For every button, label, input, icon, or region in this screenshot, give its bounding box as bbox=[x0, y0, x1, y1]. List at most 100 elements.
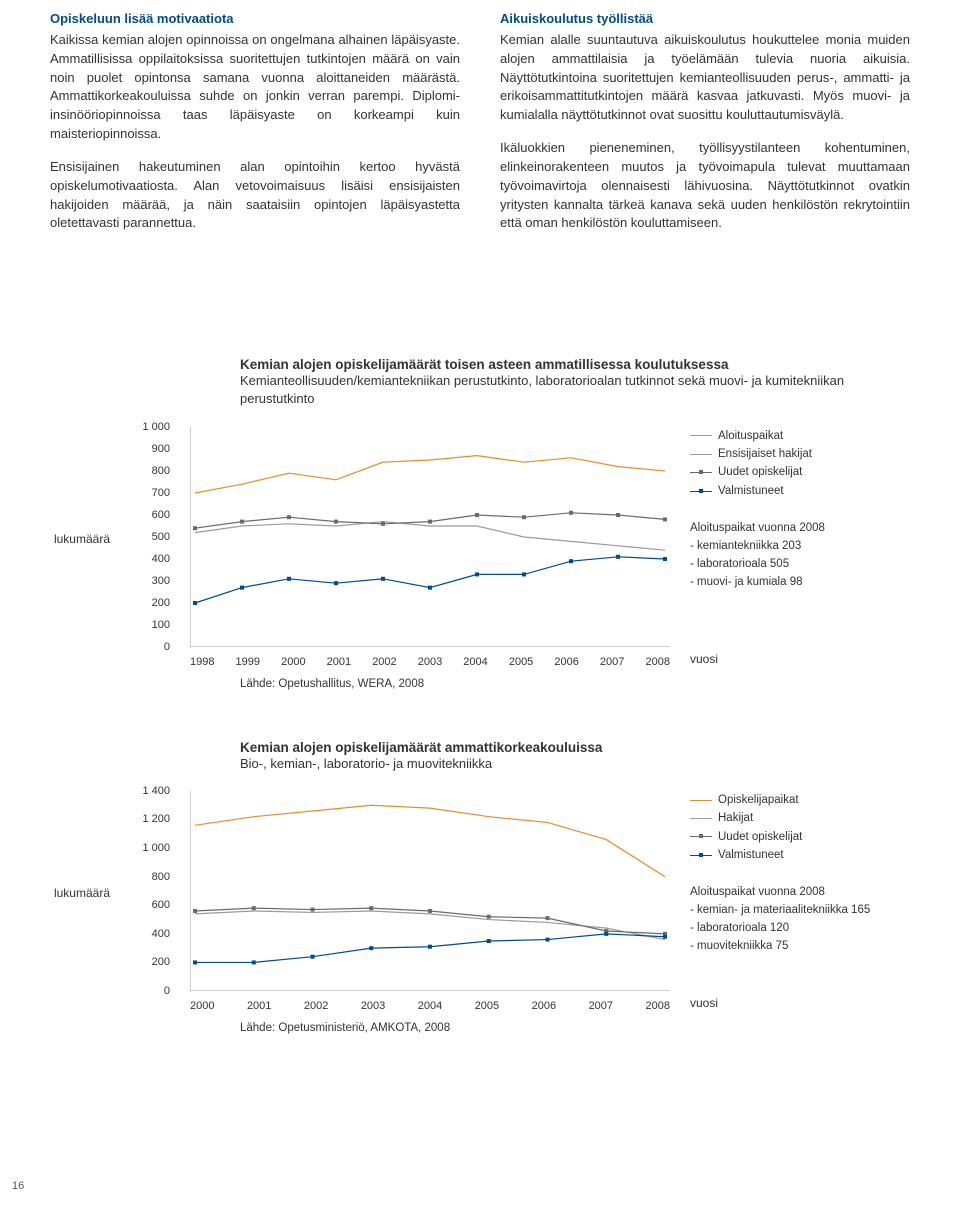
chart-1-info-line: - kemiantekniikka 203 bbox=[690, 538, 910, 556]
chart-2-legend: OpiskelijapaikatHakijatUudet opiskelijat… bbox=[690, 791, 910, 865]
ytick-label: 800 bbox=[152, 465, 170, 477]
xtick-label: 2008 bbox=[646, 1000, 670, 1012]
chart-1-section: Kemian alojen opiskelijamäärät toisen as… bbox=[50, 357, 910, 689]
ytick-label: 400 bbox=[152, 928, 170, 940]
xtick-label: 2005 bbox=[509, 656, 533, 668]
legend-label: Uudet opiskelijat bbox=[718, 828, 802, 846]
text-columns: Opiskeluun lisää motivaatiota Kaikissa k… bbox=[50, 10, 910, 247]
left-heading: Opiskeluun lisää motivaatiota bbox=[50, 10, 460, 29]
chart-2-info-line: - laboratorioala 120 bbox=[690, 920, 910, 938]
legend-entry: Opiskelijapaikat bbox=[690, 791, 910, 809]
xtick-label: 2003 bbox=[418, 656, 442, 668]
xtick-label: 2002 bbox=[304, 1000, 328, 1012]
legend-label: Valmistuneet bbox=[718, 846, 784, 864]
chart-2-section: Kemian alojen opiskelijamäärät ammattiko… bbox=[50, 740, 910, 1034]
ytick-label: 600 bbox=[152, 509, 170, 521]
chart-1-info-line: - muovi- ja kumiala 98 bbox=[690, 574, 910, 592]
chart-1-info-box: Aloituspaikat vuonna 2008 - kemianteknii… bbox=[690, 520, 910, 591]
legend-entry: Uudet opiskelijat bbox=[690, 463, 910, 481]
chart-2-source: Lähde: Opetusministeriö, AMKOTA, 2008 bbox=[240, 1022, 910, 1034]
xtick-label: 2008 bbox=[645, 656, 669, 668]
chart-2-xticks: 2000 2001 2002 2003 2004 2005 2006 2007 2008 bbox=[190, 996, 670, 1012]
chart-2-info-line: - muovitekniikka 75 bbox=[690, 938, 910, 956]
chart-2-info-line: - kemian- ja materiaalitekniikka 165 bbox=[690, 902, 910, 920]
ytick-label: 200 bbox=[152, 956, 170, 968]
chart-2-ylabel: lukumäärä bbox=[50, 791, 110, 996]
xtick-label: 2006 bbox=[532, 1000, 556, 1012]
ytick-label: 1 200 bbox=[142, 813, 170, 825]
xtick-label: 2004 bbox=[463, 656, 487, 668]
legend-swatch-icon bbox=[690, 435, 712, 436]
chart-1-xticks: 1998 1999 2000 2001 2002 2003 2004 2005 2006 2007… bbox=[190, 652, 670, 668]
page-number: 16 bbox=[12, 1180, 24, 1192]
left-paragraph-2: Ensisijainen hakeutuminen alan opintoihi… bbox=[50, 158, 460, 233]
chart-2-yticks: 1 4001 2001 0008006004002000 bbox=[130, 791, 170, 991]
legend-label: Aloituspaikat bbox=[718, 427, 783, 445]
legend-entry: Valmistuneet bbox=[690, 846, 910, 864]
chart-1-source: Lähde: Opetushallitus, WERA, 2008 bbox=[240, 678, 910, 690]
legend-swatch-icon bbox=[690, 818, 712, 819]
chart-1-ylabel: lukumäärä bbox=[50, 427, 110, 652]
ytick-label: 0 bbox=[164, 985, 170, 997]
legend-entry: Hakijat bbox=[690, 809, 910, 827]
ytick-label: 800 bbox=[152, 871, 170, 883]
chart-1-plot bbox=[190, 427, 670, 652]
ytick-label: 1 000 bbox=[142, 421, 170, 433]
xtick-label: 2002 bbox=[372, 656, 396, 668]
legend-swatch-icon bbox=[690, 454, 712, 455]
ytick-label: 300 bbox=[152, 575, 170, 587]
xtick-label: 2003 bbox=[361, 1000, 385, 1012]
xtick-label: 2001 bbox=[247, 1000, 271, 1012]
left-paragraph-1: Kaikissa kemian alojen opinnoissa on ong… bbox=[50, 31, 460, 144]
legend-entry: Uudet opiskelijat bbox=[690, 828, 910, 846]
ytick-label: 400 bbox=[152, 553, 170, 565]
chart-2-subtitle: Bio-, kemian-, laboratorio- ja muovitekn… bbox=[240, 755, 910, 773]
legend-swatch-icon bbox=[690, 491, 712, 492]
xtick-label: 2000 bbox=[190, 1000, 214, 1012]
left-column: Opiskeluun lisää motivaatiota Kaikissa k… bbox=[50, 10, 460, 247]
ytick-label: 1 000 bbox=[142, 842, 170, 854]
xtick-label: 2004 bbox=[418, 1000, 442, 1012]
legend-label: Ensisijaiset hakijat bbox=[718, 445, 812, 463]
chart-2-legend-col: OpiskelijapaikatHakijatUudet opiskelijat… bbox=[690, 791, 910, 996]
xtick-label: 2007 bbox=[589, 1000, 613, 1012]
chart-2-title: Kemian alojen opiskelijamäärät ammattiko… bbox=[240, 740, 910, 755]
right-column: Aikuiskoulutus työllistää Kemian alalle … bbox=[500, 10, 910, 247]
legend-entry: Valmistuneet bbox=[690, 482, 910, 500]
chart-2-xlabel: vuosi bbox=[690, 996, 718, 1012]
chart-1-legend-col: AloituspaikatEnsisijaiset hakijatUudet o… bbox=[690, 427, 910, 652]
chart-2-info-title: Aloituspaikat vuonna 2008 bbox=[690, 884, 910, 902]
xtick-label: 2006 bbox=[554, 656, 578, 668]
xtick-label: 1998 bbox=[190, 656, 214, 668]
xtick-label: 2005 bbox=[475, 1000, 499, 1012]
ytick-label: 600 bbox=[152, 899, 170, 911]
ytick-label: 1 400 bbox=[142, 785, 170, 797]
right-paragraph-1: Kemian alalle suuntautuva aikuiskoulutus… bbox=[500, 31, 910, 125]
ytick-label: 700 bbox=[152, 487, 170, 499]
chart-1-xlabel: vuosi bbox=[690, 652, 718, 668]
xtick-label: 2007 bbox=[600, 656, 624, 668]
legend-swatch-icon bbox=[690, 836, 712, 837]
xtick-label: 2000 bbox=[281, 656, 305, 668]
legend-label: Opiskelijapaikat bbox=[718, 791, 799, 809]
ytick-label: 0 bbox=[164, 641, 170, 653]
chart-1-info-line: - laboratorioala 505 bbox=[690, 556, 910, 574]
xtick-label: 1999 bbox=[236, 656, 260, 668]
ytick-label: 200 bbox=[152, 597, 170, 609]
legend-swatch-icon bbox=[690, 800, 712, 801]
ytick-label: 900 bbox=[152, 443, 170, 455]
chart-1-subtitle: Kemianteollisuuden/kemiantekniikan perus… bbox=[240, 372, 910, 408]
right-paragraph-2: Ikäluokkien pieneneminen, työllisyystila… bbox=[500, 139, 910, 233]
chart-1-title: Kemian alojen opiskelijamäärät toisen as… bbox=[240, 357, 910, 372]
legend-label: Valmistuneet bbox=[718, 482, 784, 500]
chart-2-plot bbox=[190, 791, 670, 996]
legend-entry: Ensisijaiset hakijat bbox=[690, 445, 910, 463]
chart-2-info-box: Aloituspaikat vuonna 2008 - kemian- ja m… bbox=[690, 884, 910, 955]
legend-entry: Aloituspaikat bbox=[690, 427, 910, 445]
xtick-label: 2001 bbox=[327, 656, 351, 668]
legend-label: Uudet opiskelijat bbox=[718, 463, 802, 481]
ytick-label: 500 bbox=[152, 531, 170, 543]
legend-swatch-icon bbox=[690, 855, 712, 856]
ytick-label: 100 bbox=[152, 619, 170, 631]
chart-1-yticks: 1 0009008007006005004003002001000 bbox=[130, 427, 170, 647]
